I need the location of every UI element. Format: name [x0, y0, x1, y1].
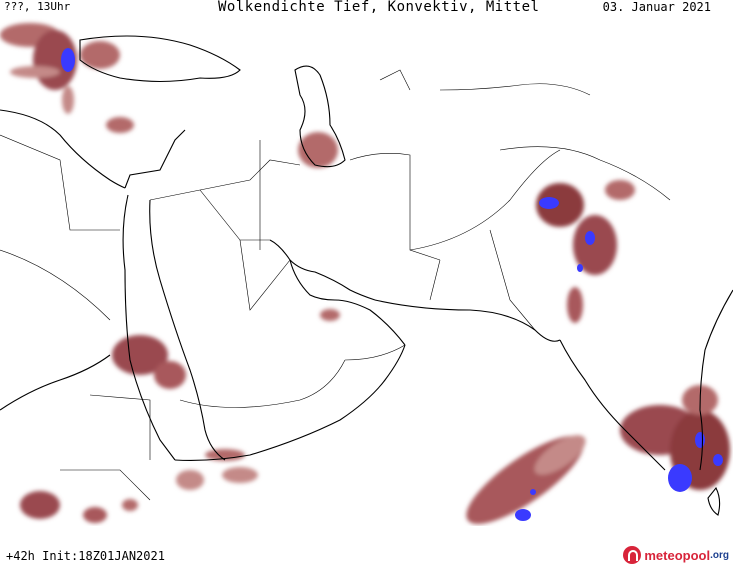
run-info-label: +42h Init:18Z01JAN2021	[6, 549, 165, 563]
country-borders	[0, 69, 671, 501]
weather-map	[0, 18, 733, 526]
meteopool-logo[interactable]: meteopool .org	[623, 545, 729, 565]
header-bar: ???, 13Uhr Wolkendichte Tief, Konvektiv,…	[0, 0, 733, 20]
map-canvas	[0, 23, 733, 525]
valid-time-label: ???, 13Uhr	[4, 0, 71, 13]
convective-layer	[61, 48, 723, 521]
map-title: Wolkendichte Tief, Konvektiv, Mittel	[218, 0, 540, 15]
logo-text: meteopool	[644, 547, 711, 563]
logo-tld: .org	[710, 549, 729, 561]
logo-icon	[623, 546, 642, 564]
cloud-cover-layer	[0, 23, 730, 525]
forecast-date: 03. Januar 2021	[602, 0, 711, 14]
coastlines	[0, 35, 733, 516]
